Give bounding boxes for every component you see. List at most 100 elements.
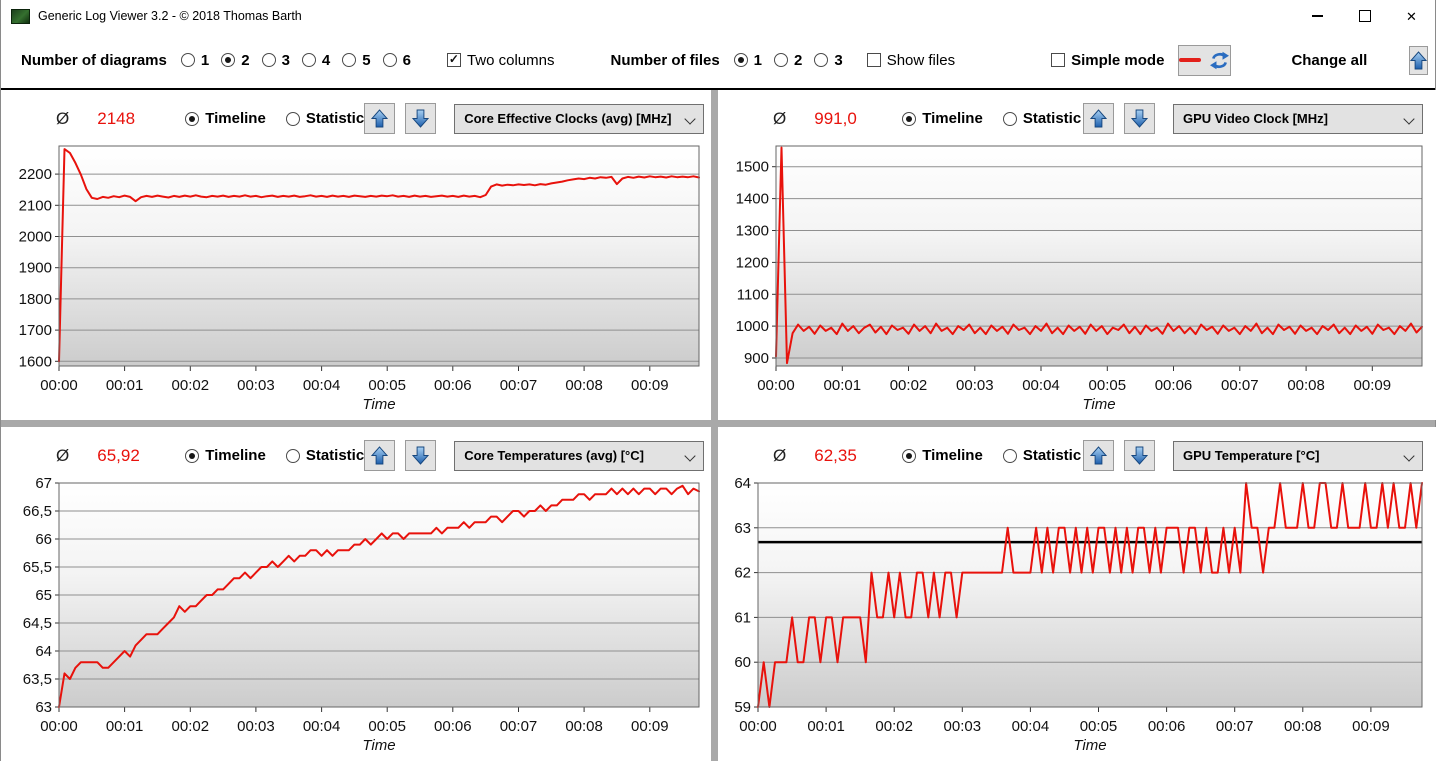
line-style-refresh-button[interactable] [1178, 44, 1232, 76]
svg-text:66,5: 66,5 [23, 503, 52, 520]
svg-text:00:00: 00:00 [757, 377, 795, 394]
svg-text:64: 64 [35, 643, 52, 660]
arrow-up-icon [1410, 51, 1427, 70]
move-up-button[interactable] [1083, 440, 1114, 471]
files-radio-2[interactable]: 2 [774, 52, 802, 69]
files-label: Number of files [610, 51, 720, 69]
svg-text:00:09: 00:09 [1354, 377, 1392, 394]
minimize-icon [1312, 15, 1323, 17]
timeline-chart[interactable]: 1600 1700 1800 1900 2000 2100 2200 00:00 00:01 00… [7, 140, 709, 412]
close-button[interactable]: ✕ [1388, 0, 1435, 32]
radio-icon [774, 53, 789, 67]
change-all-up-button[interactable] [1409, 45, 1429, 75]
metric-dropdown[interactable]: Core Effective Clocks (avg) [MHz] [454, 103, 705, 134]
svg-text:2100: 2100 [19, 197, 52, 214]
svg-text:00:03: 00:03 [237, 718, 275, 735]
chevron-down-icon [1403, 112, 1415, 125]
svg-text:1800: 1800 [19, 291, 52, 308]
svg-text:1100: 1100 [737, 286, 769, 303]
svg-text:00:05: 00:05 [368, 718, 406, 735]
arrow-down-icon [1131, 446, 1148, 465]
svg-text:Time: Time [362, 737, 395, 753]
radio-icon [261, 53, 276, 67]
svg-text:64: 64 [734, 477, 751, 492]
minimize-button[interactable] [1294, 0, 1341, 32]
files-radio-3[interactable]: 3 [814, 52, 843, 69]
svg-text:2000: 2000 [19, 229, 52, 246]
app-icon [11, 8, 30, 24]
timeline-radio[interactable]: Timeline [902, 447, 983, 464]
move-down-button[interactable] [1124, 103, 1155, 134]
radio-icon [285, 448, 300, 463]
svg-text:00:05: 00:05 [368, 377, 406, 394]
metric-dropdown[interactable]: GPU Video Clock [MHz] [1173, 103, 1423, 134]
chart-panel-core-temperatures: Ø 65,92 Timeline Statistic Core Temperat… [1, 427, 711, 761]
svg-text:1000: 1000 [736, 318, 769, 335]
diagrams-radio-5[interactable]: 5 [342, 52, 371, 69]
svg-text:00:00: 00:00 [739, 718, 777, 735]
simple-mode-checkbox[interactable]: Simple mode [1051, 52, 1164, 69]
diagrams-radio-2[interactable]: 2 [221, 52, 250, 69]
svg-text:00:08: 00:08 [565, 377, 603, 394]
diagrams-radio-1[interactable]: 1 [180, 52, 209, 69]
svg-text:1600: 1600 [19, 353, 52, 370]
panel-header: Ø 65,92 Timeline Statistic Core Temperat… [1, 427, 711, 475]
chart-panel-gpu-video-clock: Ø 991,0 Timeline Statistic GPU Video Clo… [718, 90, 1436, 420]
svg-text:00:01: 00:01 [106, 718, 144, 735]
svg-text:00:05: 00:05 [1089, 377, 1127, 394]
arrow-up-icon [1090, 109, 1107, 128]
window-title: Generic Log Viewer 3.2 - © 2018 Thomas B… [38, 9, 302, 23]
svg-text:2200: 2200 [19, 166, 52, 183]
move-up-button[interactable] [1083, 103, 1114, 134]
move-down-button[interactable] [405, 103, 437, 134]
red-line-sample-icon [1179, 58, 1202, 62]
statistic-radio[interactable]: Statistic [285, 447, 364, 464]
svg-text:00:02: 00:02 [890, 377, 928, 394]
diagrams-radio-4[interactable]: 4 [301, 52, 330, 69]
average-symbol: Ø [773, 445, 787, 465]
statistic-radio[interactable]: Statistic [285, 110, 364, 127]
move-down-button[interactable] [405, 440, 437, 471]
timeline-chart[interactable]: 900 1000 1100 1200 1300 1400 1500 00:00 00:01 00:… [724, 140, 1432, 412]
svg-text:1700: 1700 [19, 322, 52, 339]
svg-text:00:04: 00:04 [303, 377, 341, 394]
radio-icon [285, 111, 300, 126]
timeline-radio[interactable]: Timeline [185, 110, 266, 127]
statistic-radio[interactable]: Statistic [1002, 110, 1081, 127]
diagrams-label: Number of diagrams [21, 51, 167, 69]
svg-text:00:09: 00:09 [631, 377, 669, 394]
average-value: 62,35 [814, 445, 857, 465]
move-up-button[interactable] [364, 103, 396, 134]
diagrams-radio-6[interactable]: 6 [382, 52, 411, 69]
chart-panel-gpu-temperature: Ø 62,35 Timeline Statistic GPU Temperatu… [718, 427, 1436, 761]
svg-text:1500: 1500 [736, 159, 769, 176]
radio-icon [185, 448, 200, 463]
svg-text:00:02: 00:02 [172, 718, 210, 735]
two-columns-checkbox[interactable]: Two columns [446, 52, 554, 69]
show-files-checkbox[interactable]: Show files [866, 52, 955, 69]
statistic-radio[interactable]: Statistic [1002, 447, 1081, 464]
arrow-down-icon [412, 446, 429, 465]
timeline-chart[interactable]: 59 60 61 62 63 64 00:00 00:01 00:02 00:03 00:04 00:… [724, 477, 1432, 753]
arrow-up-icon [1090, 446, 1107, 465]
move-up-button[interactable] [364, 440, 396, 471]
timeline-radio[interactable]: Timeline [902, 110, 983, 127]
timeline-chart[interactable]: 63 63,5 64 64,5 65 65,5 66 66,5 67 00:00 00:01 00:0… [7, 477, 709, 753]
panel-header: Ø 2148 Timeline Statistic Core Effective… [1, 90, 711, 138]
svg-text:00:06: 00:06 [434, 718, 472, 735]
window-controls: ✕ [1294, 0, 1435, 32]
timeline-radio[interactable]: Timeline [185, 447, 266, 464]
panel-move-buttons [364, 103, 437, 134]
maximize-button[interactable] [1341, 0, 1388, 32]
svg-text:00:04: 00:04 [1012, 718, 1050, 735]
metric-dropdown[interactable]: GPU Temperature [°C] [1173, 440, 1423, 471]
svg-text:00:00: 00:00 [40, 718, 78, 735]
radio-icon [902, 111, 917, 126]
diagrams-radio-3[interactable]: 3 [261, 52, 290, 69]
panel-header: Ø 62,35 Timeline Statistic GPU Temperatu… [718, 427, 1436, 475]
svg-text:00:04: 00:04 [1022, 377, 1060, 394]
metric-dropdown[interactable]: Core Temperatures (avg) [°C] [454, 440, 705, 471]
move-down-button[interactable] [1124, 440, 1155, 471]
files-radio-1[interactable]: 1 [733, 52, 762, 69]
toolbar: Number of diagrams 1 2 3 4 5 6 Two colum… [1, 32, 1435, 88]
